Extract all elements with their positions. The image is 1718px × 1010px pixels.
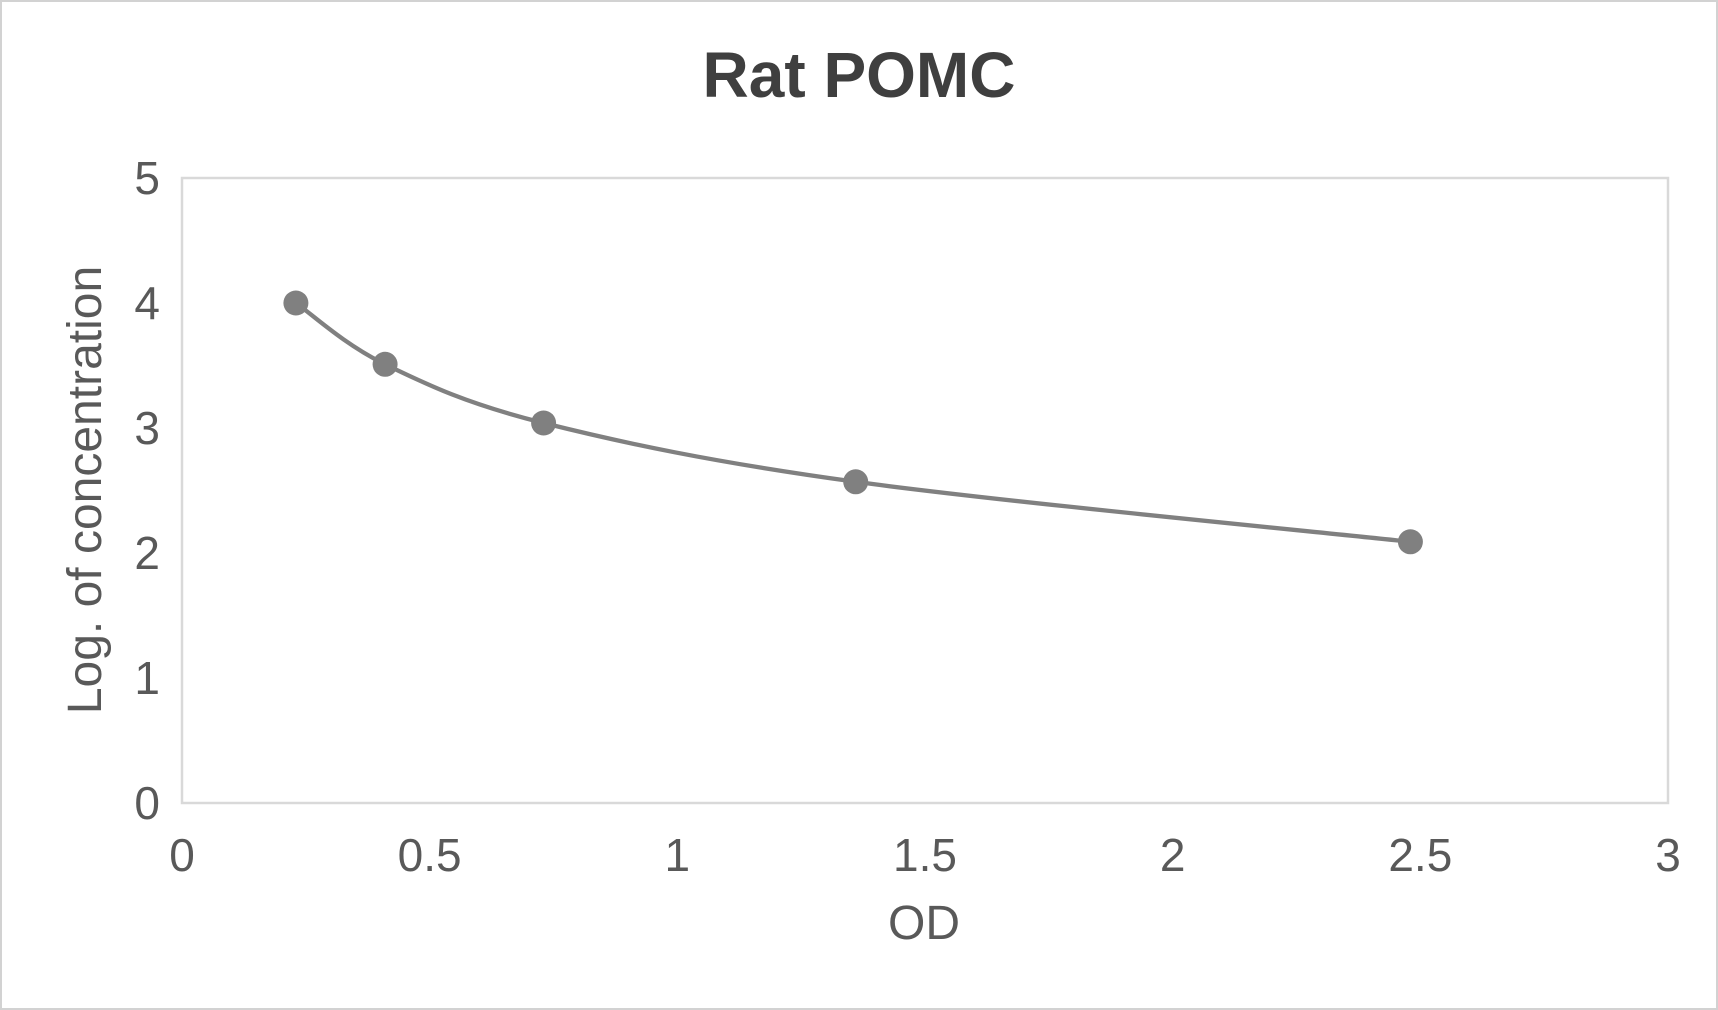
data-point-marker — [843, 469, 869, 495]
y-axis-title: Log. of concentration — [59, 265, 112, 715]
x-tick-label: 1 — [664, 829, 691, 881]
x-axis-title: OD — [888, 897, 960, 950]
x-tick-label: 2.5 — [1388, 829, 1453, 881]
y-tick-label: 1 — [134, 652, 160, 704]
x-tick-label: 0 — [169, 829, 195, 881]
chart-title: Rat POMC — [702, 39, 1016, 111]
y-tick-label: 0 — [134, 777, 160, 829]
series-line — [293, 300, 1413, 544]
x-tick-label: 1.5 — [893, 829, 957, 881]
plot-frame — [180, 176, 1670, 805]
y-tick-label: 5 — [134, 152, 160, 204]
data-point-marker — [531, 410, 557, 436]
x-tick-label: 0.5 — [397, 829, 462, 881]
data-point-marker — [1397, 529, 1423, 555]
x-tick-label: 2 — [1159, 829, 1186, 881]
y-tick-label: 2 — [134, 527, 160, 579]
data-point-marker — [372, 351, 398, 377]
y-tick-label: 3 — [134, 402, 160, 454]
data-point-marker — [283, 290, 309, 316]
y-tick-label: 4 — [134, 277, 160, 329]
x-tick-label: 3 — [1655, 829, 1681, 881]
